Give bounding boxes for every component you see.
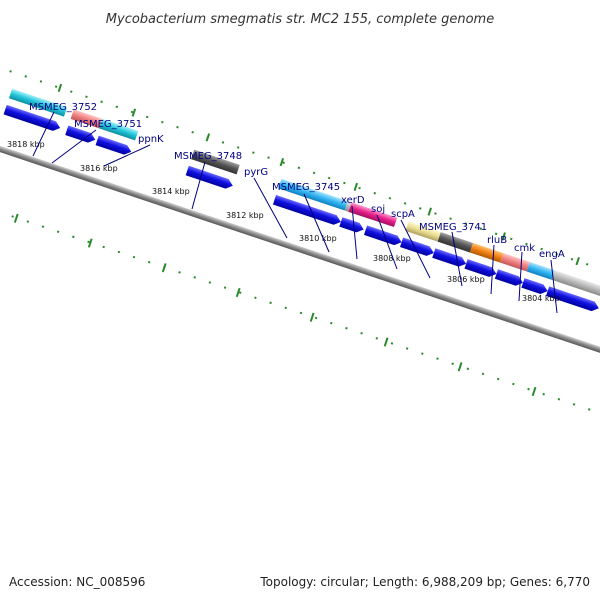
- kbp-label: 3806 kbp: [447, 275, 485, 284]
- gene-label-msmeg-3748[interactable]: MSMEG_3748: [174, 151, 242, 162]
- kbp-label: 3818 kbp: [7, 140, 45, 149]
- kbp-label: 3812 kbp: [226, 211, 264, 220]
- gene-box-msmeg-3751[interactable]: [70, 109, 103, 129]
- kbp-label: 3814 kbp: [152, 187, 190, 196]
- gene-box-msmeg-3741[interactable]: [469, 242, 504, 263]
- gene-label-enga[interactable]: engA: [539, 249, 565, 260]
- leader-line: [351, 205, 358, 260]
- cds-arrow[interactable]: [546, 286, 600, 313]
- cds-arrow[interactable]: [339, 217, 365, 234]
- backbone: [0, 131, 600, 378]
- gene-label-scpa[interactable]: scpA: [391, 209, 415, 220]
- gene-box-enga[interactable]: [551, 270, 600, 297]
- gene-box-left-cyan[interactable]: [8, 88, 68, 117]
- gene-box-cmk[interactable]: [526, 261, 555, 280]
- gene-label-xerd[interactable]: xerD: [341, 195, 365, 206]
- kbp-label: 3808 kbp: [373, 254, 411, 263]
- leader-line: [51, 129, 97, 164]
- leader-line: [32, 111, 55, 157]
- gene-label-msmeg-3741[interactable]: MSMEG_3741: [419, 222, 487, 233]
- leader-line: [253, 177, 288, 239]
- leader-line: [490, 244, 495, 295]
- cds-arrow[interactable]: [399, 237, 435, 258]
- gene-features: [8, 88, 600, 297]
- tick-ruler-major: [57, 83, 580, 266]
- leader-line: [191, 161, 206, 210]
- gene-box-xerd[interactable]: [348, 202, 398, 228]
- cds-arrow[interactable]: [432, 248, 467, 268]
- gene-label-rlub[interactable]: rluB: [487, 235, 507, 246]
- gene-box-ppnk[interactable]: [99, 118, 139, 141]
- gene-label-msmeg-3745[interactable]: MSMEG_3745: [272, 182, 340, 193]
- map-title: Mycobacterium smegmatis str. MC2 155, co…: [106, 12, 494, 27]
- gene-box-msmeg-3748[interactable]: [191, 149, 240, 175]
- map-track: [0, 59, 600, 433]
- genome-summary-text: Topology: circular; Length: 6,988,209 bp…: [259, 575, 590, 589]
- gene-label-soj[interactable]: soj: [371, 204, 385, 215]
- tick-ruler-inner-major: [13, 213, 537, 397]
- gene-label-msmeg-3752[interactable]: MSMEG_3752: [29, 102, 97, 113]
- cds-arrow[interactable]: [272, 194, 343, 227]
- gene-labels: MSMEG_3752 MSMEG_3751 ppnK MSMEG_3748 py…: [29, 102, 565, 314]
- leader-line: [376, 214, 398, 270]
- cds-arrow[interactable]: [95, 135, 133, 157]
- gene-box-soj[interactable]: [405, 221, 441, 242]
- leader-line: [303, 193, 330, 253]
- gene-label-ppnk[interactable]: ppnK: [138, 134, 164, 145]
- leader-line: [400, 219, 431, 279]
- cds-arrow[interactable]: [65, 125, 97, 144]
- leader-line: [518, 251, 523, 302]
- gene-label-pyrg[interactable]: pyrG: [244, 167, 268, 178]
- gene-box-scpa[interactable]: [437, 232, 474, 253]
- gene-label-msmeg-3751[interactable]: MSMEG_3751: [74, 119, 142, 130]
- gene-box-pyrg[interactable]: [278, 178, 348, 211]
- gene-label-cmk[interactable]: cmk: [514, 243, 535, 254]
- accession-text: Accession: NC_008596: [9, 575, 145, 589]
- tick-ruler-inner: [0, 189, 600, 433]
- cds-arrow[interactable]: [464, 259, 498, 279]
- cds-arrow[interactable]: [185, 165, 235, 191]
- cds-arrow[interactable]: [521, 278, 549, 296]
- kbp-label: 3816 kbp: [80, 164, 118, 173]
- kbp-label: 3810 kbp: [299, 234, 337, 243]
- cds-arrow[interactable]: [3, 104, 62, 133]
- leader-line: [103, 144, 151, 167]
- cds-arrows: [3, 104, 600, 313]
- kbp-labels: 3818 kbp 3816 kbp 3814 kbp 3812 kbp 3810…: [7, 140, 560, 303]
- cds-arrow[interactable]: [494, 269, 525, 287]
- cds-arrow[interactable]: [363, 225, 403, 247]
- gene-box-rlub[interactable]: [500, 253, 530, 272]
- kbp-label: 3804 kbp: [522, 294, 560, 303]
- leader-line: [550, 259, 558, 314]
- leader-line: [451, 231, 463, 287]
